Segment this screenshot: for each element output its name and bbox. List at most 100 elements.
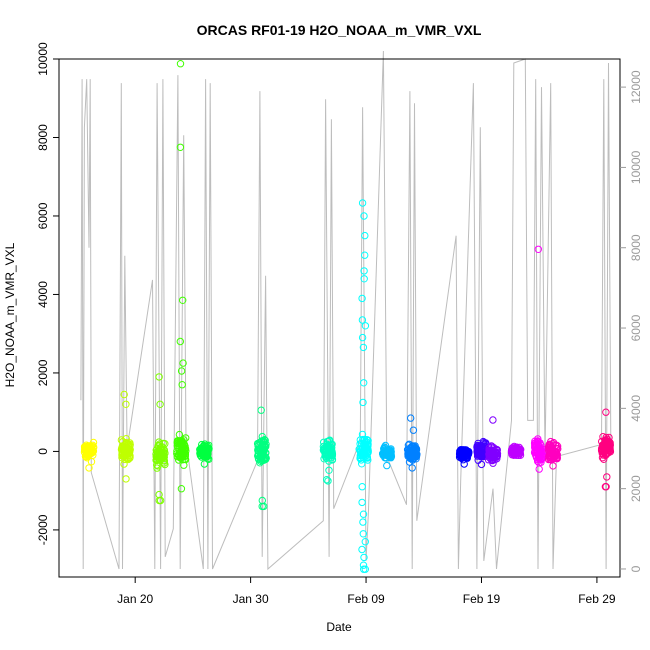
data-point-outlier xyxy=(358,199,367,207)
data-point xyxy=(463,452,472,460)
data-point-outlier xyxy=(178,381,186,389)
flight-series-14 xyxy=(507,442,525,459)
data-point xyxy=(255,447,263,456)
data-point-outlier xyxy=(361,251,369,259)
data-point xyxy=(599,433,607,441)
data-point xyxy=(464,449,472,457)
data-point xyxy=(89,438,98,447)
data-point-outlier xyxy=(325,466,333,474)
data-point-outlier xyxy=(177,367,186,375)
data-point xyxy=(381,453,389,462)
y-tick-label: 8000 xyxy=(36,124,50,151)
data-point-min xyxy=(177,485,186,493)
data-point xyxy=(124,454,132,462)
data-point xyxy=(86,448,94,456)
data-point xyxy=(177,437,185,446)
data-point-outlier xyxy=(156,400,164,408)
data-point xyxy=(600,455,608,463)
data-point-min xyxy=(489,459,497,467)
x-tick-label: Jan 30 xyxy=(233,592,269,606)
data-point xyxy=(152,446,161,454)
data-point-outlier xyxy=(360,553,368,562)
y-tick-label: 4000 xyxy=(36,281,50,308)
data-point-outlier xyxy=(361,538,369,546)
data-point xyxy=(117,436,126,444)
data-point-outlier xyxy=(407,414,415,422)
y2-tick-label: 2000 xyxy=(629,475,643,502)
data-point-min xyxy=(549,462,557,470)
data-point-outlier xyxy=(358,316,367,324)
data-point-outlier xyxy=(155,373,163,381)
data-point xyxy=(485,450,493,458)
data-point-outlier xyxy=(176,143,185,152)
y2-tick-label: 0 xyxy=(629,565,643,572)
data-point xyxy=(254,442,262,450)
data-point-min xyxy=(122,475,130,483)
data-point-min xyxy=(460,460,468,468)
data-point-min xyxy=(477,460,486,469)
data-point xyxy=(160,459,169,467)
data-point-outlier xyxy=(489,416,497,424)
data-point-outlier xyxy=(361,565,369,573)
data-point-outlier xyxy=(260,502,268,511)
data-point-outlier xyxy=(323,476,331,484)
data-point xyxy=(383,449,392,457)
x-axis: Jan 20 Jan 30 Feb 09 Feb 19 Feb 29 xyxy=(117,577,616,606)
data-point-outlier xyxy=(179,359,187,367)
data-point xyxy=(198,450,206,458)
data-point-outlier xyxy=(360,275,368,283)
data-point xyxy=(119,445,128,453)
data-point xyxy=(153,464,161,472)
data-point-min xyxy=(512,451,520,459)
flight-series-3 xyxy=(152,373,169,505)
flight-series-10 xyxy=(403,414,421,472)
x-tick-label: Feb 19 xyxy=(463,592,501,606)
data-point-outlier xyxy=(176,60,185,68)
data-point-outlier xyxy=(361,322,370,330)
flight-series-13 xyxy=(484,416,502,467)
data-point xyxy=(487,444,495,452)
data-points-layer xyxy=(80,60,615,573)
data-point-outlier xyxy=(120,390,128,399)
data-point-outlier xyxy=(358,333,367,342)
data-point xyxy=(550,454,558,462)
data-point xyxy=(124,450,132,458)
data-point xyxy=(474,443,483,451)
flight-series-4 xyxy=(173,60,190,493)
data-point xyxy=(122,435,130,443)
data-point xyxy=(323,440,331,448)
data-point xyxy=(603,448,611,457)
y2-tick-label: 4000 xyxy=(629,395,643,422)
data-point-outlier xyxy=(359,510,368,518)
data-point-outlier xyxy=(360,212,368,220)
flight-series-11 xyxy=(455,446,473,468)
data-point xyxy=(387,454,395,462)
data-point xyxy=(515,443,523,452)
data-point-outlier xyxy=(359,398,367,407)
data-point xyxy=(156,448,164,456)
data-point xyxy=(534,450,542,459)
data-point xyxy=(598,437,606,446)
flight-series-8 xyxy=(355,199,372,573)
y-tick-label: -2000 xyxy=(36,514,50,545)
x-tick-label: Jan 20 xyxy=(117,592,153,606)
data-point-min xyxy=(200,460,209,468)
data-point xyxy=(545,440,554,449)
data-point xyxy=(606,448,615,456)
data-point-outlier xyxy=(359,518,367,526)
data-point-outlier xyxy=(358,545,366,554)
data-point xyxy=(598,442,607,450)
altitude-trace-line xyxy=(80,50,612,571)
data-point xyxy=(155,438,163,446)
data-point xyxy=(412,446,420,455)
data-point-min xyxy=(535,465,543,473)
flight-series-5 xyxy=(196,440,213,468)
data-point-outlier xyxy=(122,400,130,408)
data-point xyxy=(534,435,542,443)
flight-series-2 xyxy=(117,390,134,483)
data-point xyxy=(262,454,270,462)
data-point-outlier xyxy=(155,496,164,505)
data-point xyxy=(550,447,558,455)
data-point-min xyxy=(85,464,93,472)
data-point-min xyxy=(383,461,391,470)
